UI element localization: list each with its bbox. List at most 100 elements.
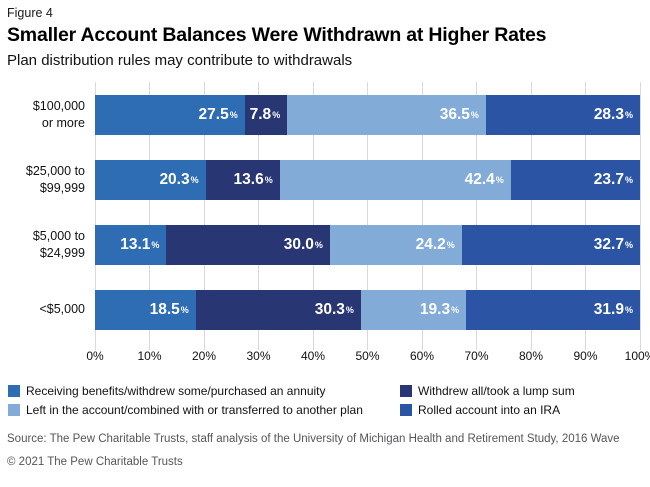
gridline: [639, 82, 641, 350]
x-tick-label: 100%: [624, 349, 650, 363]
segment-value: 24.2: [415, 235, 446, 253]
stacked-bar: 18.5% 30.3% 19.3% 31.9%: [95, 289, 640, 330]
legend-label: Left in the account/combined with or tra…: [26, 403, 363, 417]
category-label: <$5,000: [39, 302, 85, 317]
bar-row: $100,000 or more 27.5% 7.8% 36.5% 28.3%: [7, 82, 642, 147]
legend-swatch: [8, 404, 20, 416]
x-tick-label: 0%: [86, 349, 104, 363]
percent-sign: %: [470, 109, 479, 120]
figure-label: Figure 4: [7, 6, 53, 20]
category-label: $25,000 to $99,999: [25, 164, 85, 195]
percent-sign: %: [624, 304, 633, 315]
segment-value: 23.7: [593, 170, 624, 188]
segment-value: 27.5: [198, 105, 229, 123]
bar-rows: $100,000 or more 27.5% 7.8% 36.5% 28.3% $25,0…: [7, 82, 642, 342]
legend-swatch: [8, 385, 20, 397]
gridline: [258, 82, 259, 350]
bar-segment: 13.1%: [95, 224, 167, 265]
x-tick-label: 30%: [246, 349, 271, 363]
percent-sign: %: [151, 239, 160, 250]
legend-label: Rolled account into an IRA: [418, 403, 561, 417]
percent-sign: %: [190, 174, 199, 185]
legend-swatch: [400, 385, 412, 397]
x-tick-label: 20%: [191, 349, 217, 363]
bar-segment: 7.8%: [244, 94, 288, 135]
x-tick-label: 70%: [464, 349, 489, 363]
bar-segment: 24.2%: [329, 224, 462, 265]
percent-sign: %: [264, 174, 273, 185]
bar-row: $25,000 to $99,999 20.3% 13.6% 42.4% 23.7%: [7, 147, 642, 212]
bar-segment: 18.5%: [95, 289, 196, 330]
gridline: [421, 82, 423, 350]
source-line: Source: The Pew Charitable Trusts, staff…: [7, 433, 620, 445]
segment-value: 42.4: [464, 170, 495, 188]
gridline: [476, 82, 477, 350]
gridline: [94, 82, 96, 350]
gridline: [149, 82, 150, 350]
legend-item: Rolled account into an IRA: [400, 403, 642, 417]
segment-value: 19.3: [419, 300, 451, 318]
stacked-bar: 27.5% 7.8% 36.5% 28.3%: [95, 94, 640, 135]
bar-segment: 28.3%: [485, 94, 640, 135]
gridlines: [94, 82, 641, 350]
segment-value: 13.1: [120, 235, 151, 253]
legend-item: Withdrew all/took a lump sum: [400, 384, 642, 398]
chart-title: Smaller Account Balances Were Withdrawn …: [7, 24, 547, 46]
stacked-bar: 13.1% 30.0% 24.2% 32.7%: [95, 224, 640, 265]
bar-segment: 27.5%: [95, 94, 245, 135]
gridline: [203, 82, 205, 350]
x-axis: 0% 10% 20% 30% 40% 50% 60% 70% 80% 90% 100%: [86, 342, 650, 368]
percent-sign: %: [495, 174, 504, 185]
percent-sign: %: [314, 239, 323, 250]
bar-segment: 42.4%: [279, 159, 511, 200]
legend-label: Receiving benefits/withdrew some/purchas…: [26, 384, 326, 398]
x-tick-label: 90%: [573, 349, 598, 363]
x-tick-label: 10%: [137, 349, 162, 363]
percent-sign: %: [229, 109, 238, 120]
legend-item: Left in the account/combined with or tra…: [8, 403, 400, 417]
bar-row: $5,000 to $24,999 13.1% 30.0% 24.2% 32.7%: [7, 212, 642, 277]
category-label: $100,000 or more: [32, 99, 85, 130]
category-label: $5,000 to $24,999: [32, 229, 85, 260]
chart-subtitle: Plan distribution rules may contribute t…: [7, 52, 353, 69]
gridline: [585, 82, 586, 350]
bar-segment: 20.3%: [95, 159, 206, 200]
legend: Receiving benefits/withdrew some/purchas…: [8, 384, 642, 417]
segment-value: 28.3: [593, 105, 624, 123]
legend-item: Receiving benefits/withdrew some/purchas…: [8, 384, 400, 398]
segment-value: 13.6: [233, 170, 264, 188]
gridline: [312, 82, 314, 350]
segment-value: 18.5: [149, 300, 180, 318]
percent-sign: %: [446, 239, 455, 250]
segment-value: 36.5: [439, 105, 470, 123]
segment-value: 7.8: [249, 105, 272, 123]
x-tick-label: 60%: [409, 349, 435, 363]
percent-sign: %: [180, 304, 189, 315]
x-tick-label: 40%: [300, 349, 326, 363]
percent-sign: %: [624, 239, 633, 250]
stacked-bar: 20.3% 13.6% 42.4% 23.7%: [95, 159, 640, 200]
percent-sign: %: [272, 109, 281, 120]
bar-segment: 23.7%: [510, 159, 640, 200]
legend-label: Withdrew all/took a lump sum: [418, 384, 575, 398]
segment-value: 31.9: [593, 300, 624, 318]
percent-sign: %: [624, 109, 633, 120]
segment-value: 32.7: [593, 235, 624, 253]
gridline: [530, 82, 532, 350]
bar-segment: 30.0%: [166, 224, 330, 265]
segment-value: 30.3: [314, 300, 345, 318]
bar-segment: 32.7%: [461, 224, 640, 265]
percent-sign: %: [345, 304, 354, 315]
bar-segment: 31.9%: [466, 289, 640, 330]
bar-segment: 19.3%: [360, 289, 467, 330]
bar-segment: 36.5%: [287, 94, 486, 135]
percent-sign: %: [624, 174, 633, 185]
copyright-line: © 2021 The Pew Charitable Trusts: [7, 455, 183, 468]
chart-area: $100,000 or more 27.5% 7.8% 36.5% 28.3% $25,0…: [7, 82, 650, 368]
source-block: Source: The Pew Charitable Trusts, staff…: [7, 432, 642, 470]
bar-segment: 13.6%: [205, 159, 280, 200]
segment-value: 30.0: [283, 235, 314, 253]
segment-value: 20.3: [159, 170, 190, 188]
percent-sign: %: [451, 304, 460, 315]
bar-row: <$5,000 18.5% 30.3% 19.3% 31.9%: [7, 277, 642, 342]
